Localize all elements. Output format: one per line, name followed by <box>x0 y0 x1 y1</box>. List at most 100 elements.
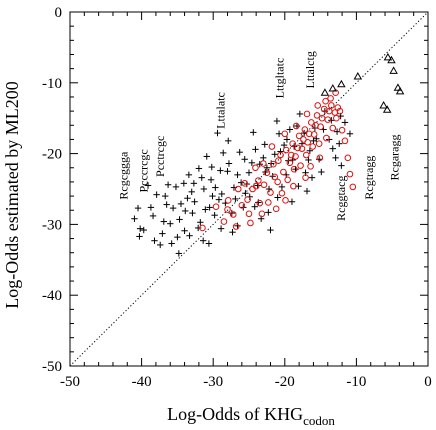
plus-point <box>250 129 257 136</box>
plus-point <box>234 171 241 179</box>
x-tick-label: -40 <box>132 374 152 390</box>
plus-point <box>131 215 138 222</box>
plus-point <box>136 225 144 232</box>
y-tick-label: -40 <box>42 288 62 304</box>
y-tick-label: -10 <box>42 76 62 92</box>
plus-point <box>215 196 223 203</box>
plus-point <box>202 206 209 213</box>
plot-frame <box>69 11 429 367</box>
plus-point <box>306 147 314 154</box>
plus-point <box>214 129 221 137</box>
plus-point <box>336 140 343 147</box>
plus-point <box>174 233 181 241</box>
circle-point <box>316 154 324 162</box>
triangle-point <box>395 86 405 95</box>
plus-point <box>303 187 311 195</box>
circle-point <box>325 107 333 115</box>
plus-point <box>169 204 177 212</box>
circle-point <box>220 218 228 225</box>
point-annotation: Lttalatc <box>214 92 228 129</box>
plus-point <box>275 130 283 137</box>
plus-point <box>167 220 174 227</box>
x-tick-label: -30 <box>203 374 223 390</box>
point-annotation: Rcgaragg <box>388 135 402 181</box>
plus-point <box>160 218 167 225</box>
plus-point <box>186 232 193 239</box>
plus-point <box>260 154 267 162</box>
plus-point <box>274 194 281 201</box>
plus-point <box>177 200 185 208</box>
circle-point <box>327 95 334 102</box>
point-annotation: Lttgltatc <box>272 58 286 99</box>
triangle-point <box>393 83 403 91</box>
circle-point <box>289 140 296 147</box>
point-annotation: Rcgcggga <box>116 151 130 200</box>
plus-point <box>278 183 286 191</box>
plus-point <box>134 204 142 212</box>
plus-point <box>189 209 196 217</box>
plus-point <box>286 126 294 133</box>
circle-point <box>260 181 268 189</box>
x-tick-label: -50 <box>60 374 80 390</box>
plus-point <box>218 190 225 198</box>
circle-point <box>258 210 266 218</box>
plus-point <box>206 204 213 211</box>
plus-point <box>205 240 213 247</box>
circle-point <box>333 114 340 122</box>
plus-point <box>180 180 188 187</box>
plus-point <box>338 162 345 169</box>
circle-point <box>290 182 297 190</box>
circle-point <box>241 180 249 187</box>
plus-point <box>194 224 202 232</box>
y-tick-label: 0 <box>55 5 63 21</box>
plus-point <box>236 148 243 156</box>
plus-point <box>346 130 354 137</box>
plus-point <box>211 211 218 219</box>
plus-point <box>220 149 227 157</box>
plus-point <box>265 185 273 193</box>
x-tick-label: -20 <box>275 374 295 390</box>
plus-point <box>200 185 208 193</box>
plus-point <box>157 241 164 249</box>
circle-point <box>292 153 299 160</box>
plus-point <box>256 161 263 168</box>
plus-point <box>168 240 175 247</box>
triangle-point <box>389 66 398 74</box>
circle-point <box>270 160 277 168</box>
circle-point <box>238 201 246 209</box>
circle-point <box>313 112 321 119</box>
reference-line-layer <box>69 11 429 367</box>
circle-point <box>302 151 310 159</box>
plus-point <box>175 250 183 257</box>
circle-point <box>329 124 337 132</box>
circle-point <box>301 126 309 133</box>
plus-point <box>232 195 239 203</box>
x-axis-title: Log-Odds of KHGcodon <box>167 404 335 428</box>
circle-point <box>297 162 304 169</box>
plus-point <box>245 169 253 176</box>
y-tick-label: -30 <box>42 217 62 233</box>
plus-point <box>197 219 204 226</box>
circle-point <box>284 176 291 184</box>
plus-point <box>273 117 281 125</box>
plus-point <box>225 137 232 145</box>
triangle-point <box>379 101 388 109</box>
point-annotation: Rcgtragg <box>362 156 376 200</box>
plus-point <box>242 190 249 197</box>
circle-point <box>334 104 342 111</box>
plus-point <box>151 237 158 244</box>
circle-point <box>281 130 289 138</box>
circle-point <box>199 224 206 232</box>
circle-point <box>294 144 301 152</box>
circle-point <box>263 169 271 177</box>
plus-point <box>225 160 233 167</box>
annotations-layer: Rcgcggga Pcccrcgc Pcctrcgc Lttalatc Lttgltat… <box>116 51 401 221</box>
circle-point <box>349 183 357 191</box>
circle-point <box>275 157 282 164</box>
plus-point <box>267 226 274 234</box>
plus-point <box>164 181 172 188</box>
plus-point <box>198 174 205 181</box>
plus-point <box>228 209 236 217</box>
circle-point <box>344 154 352 162</box>
